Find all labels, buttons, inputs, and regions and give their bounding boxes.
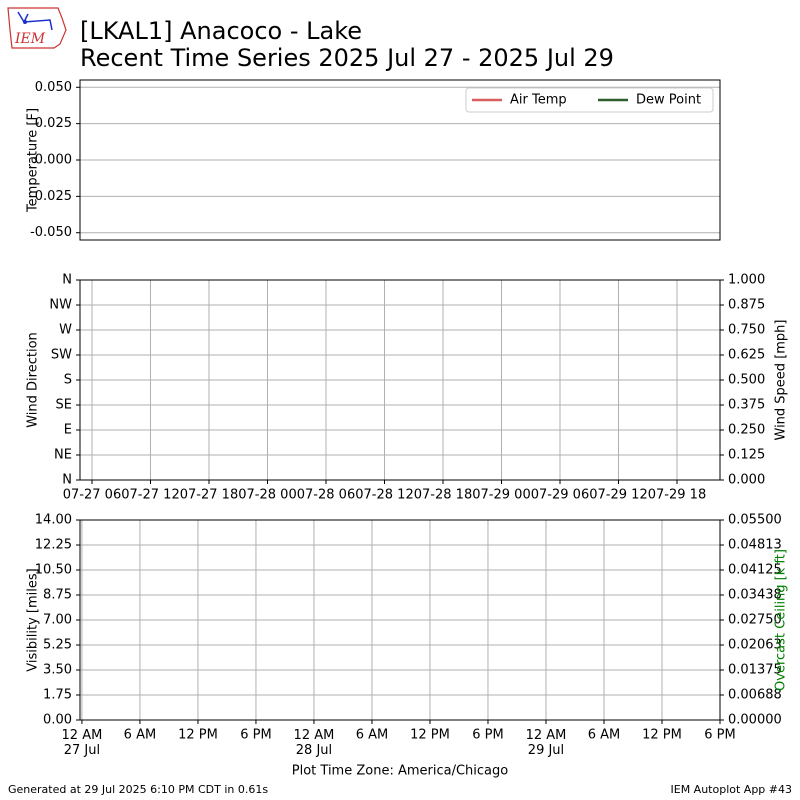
x-tick-label: 07-28 18 [414,488,472,503]
x-tick-label: 6 PM [704,728,735,743]
y2-tick-label: 0.05500 [728,513,782,528]
y-axis-label: Temperature [F] [26,108,41,213]
legend-box [465,87,714,113]
y2-tick-label: 0.02063 [728,638,782,653]
plot-frame [79,279,721,481]
y-tick-label: 12.25 [35,538,72,553]
y-tick-label: 1.75 [43,688,72,703]
x-tick-label: 6 PM [240,728,271,743]
x-tick-label: 07-29 12 [589,488,647,503]
x-tick-label: 07-27 18 [180,488,238,503]
x-axis-label: Plot Time Zone: America/Chicago [292,764,508,779]
y2-tick-label: 0.01375 [728,663,782,678]
plot-frame [79,519,721,721]
y-tick-label: 10.50 [35,563,72,578]
y-tick-label: N [62,473,72,488]
y2-tick-label: 0.750 [728,323,765,338]
footer-left: Generated at 29 Jul 2025 6:10 PM CDT in … [8,783,268,796]
legend-label: Air Temp [510,93,567,108]
y2-tick-label: 0.00688 [728,688,782,703]
y-tick-label: -0.025 [30,189,72,204]
y-tick-label: -0.050 [30,225,72,240]
y2-tick-label: 0.125 [728,448,765,463]
x-tick-label: 07-29 00 [472,488,530,503]
y2-tick-label: 0.500 [728,373,765,388]
x-tick-label: 12 AM 27 Jul [62,728,103,758]
y2-tick-label: 0.875 [728,298,765,313]
y-tick-label: E [64,423,72,438]
y2-tick-label: 0.00000 [728,713,782,728]
y-tick-label: NE [54,448,72,463]
y2-tick-label: 0.625 [728,348,765,363]
x-tick-label: 12 AM 29 Jul [526,728,567,758]
x-tick-label: 6 AM [588,728,621,743]
title: [LKAL1] Anacoco - Lake [80,17,362,45]
y2-tick-label: 0.04125 [728,563,782,578]
y2-tick-label: 0.375 [728,398,765,413]
logo: IEM [7,7,67,49]
plot-frame [79,79,721,241]
y2-tick-label: 0.000 [728,473,765,488]
y2-tick-label: 0.250 [728,423,765,438]
x-tick-label: 12 PM [178,728,218,743]
y-tick-label: 14.00 [35,513,72,528]
x-tick-label: 07-28 12 [355,488,413,503]
y-tick-label: NW [49,298,72,313]
y-tick-label: 3.50 [43,663,72,678]
x-tick-label: 07-29 18 [648,488,706,503]
y-tick-label: S [64,373,72,388]
y2-tick-label: 0.04813 [728,538,782,553]
logo-text: IEM [14,31,46,47]
y-tick-label: 0.000 [35,153,72,168]
y-tick-label: 0.00 [43,713,72,728]
x-tick-label: 07-29 06 [531,488,589,503]
y-tick-label: W [59,323,72,338]
y-tick-label: 0.050 [35,80,72,95]
x-tick-label: 6 AM [124,728,157,743]
y-tick-label: SW [51,348,72,363]
y2-tick-label: 0.02750 [728,613,782,628]
x-tick-label: 6 PM [472,728,503,743]
y-axis-label: Wind Direction [26,332,41,428]
x-tick-label: 6 AM [356,728,389,743]
y2-tick-label: 0.03438 [728,588,782,603]
x-tick-label: 12 AM 28 Jul [294,728,335,758]
y2-axis-label: Wind Speed [mph] [774,320,789,441]
y-tick-label: 5.25 [43,638,72,653]
subtitle: Recent Time Series 2025 Jul 27 - 2025 Ju… [80,44,614,72]
y-tick-label: SE [56,398,72,413]
x-tick-label: 12 PM [410,728,450,743]
y-axis-label: Visibility [miles] [26,568,41,671]
x-tick-label: 12 PM [642,728,682,743]
x-tick-label: 07-28 06 [297,488,355,503]
y-tick-label: 0.025 [35,116,72,131]
footer-right: IEM Autoplot App #43 [671,783,793,796]
y-tick-label: 8.75 [43,588,72,603]
y2-axis-label: Overcast Ceiling [k ft] [774,549,789,691]
y-tick-label: 7.00 [43,613,72,628]
y-tick-label: N [62,273,72,288]
x-tick-label: 07-28 00 [238,488,296,503]
x-tick-label: 07-27 12 [121,488,179,503]
y2-tick-label: 1.000 [728,273,765,288]
legend-label: Dew Point [636,93,701,108]
x-tick-label: 07-27 06 [63,488,121,503]
